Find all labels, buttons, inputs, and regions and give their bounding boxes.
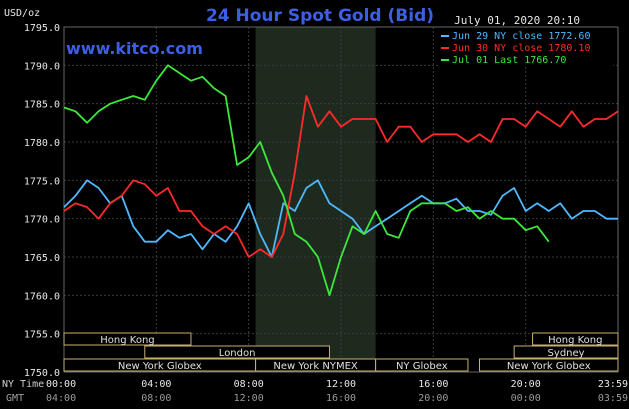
- x-tick-label-ny: 20:00: [511, 379, 541, 390]
- legend-box: [438, 28, 613, 66]
- legend-entry: Jun 29 NY close 1772.60: [452, 31, 590, 42]
- market-band-label: New York NYMEX: [273, 361, 358, 372]
- market-band-label: London: [219, 348, 256, 359]
- y-tick-label: 1750.0: [24, 368, 60, 379]
- x-tick-label-ny: 12:00: [326, 379, 356, 390]
- gmt-label: GMT: [6, 393, 24, 404]
- x-tick-label-gmt: 20:00: [418, 393, 448, 404]
- y-tick-label: 1775.0: [24, 176, 60, 187]
- y-tick-label: 1765.0: [24, 253, 60, 264]
- y-tick-label: 1785.0: [24, 100, 60, 111]
- ny-time-label: NY Time: [2, 379, 44, 390]
- series-line-1: [63, 95, 619, 258]
- market-band: [375, 358, 469, 372]
- series-line-2: [63, 64, 550, 297]
- y-tick-label: 1770.0: [24, 215, 60, 226]
- x-tick-label-gmt: 08:00: [141, 393, 171, 404]
- market-band: [63, 332, 192, 346]
- x-tick-label-gmt: 04:00: [46, 393, 76, 404]
- legend-entry: Jul 01 Last 1766.70: [452, 55, 566, 66]
- series-lines: [63, 64, 619, 297]
- x-tick-label-gmt: 12:00: [234, 393, 264, 404]
- y-axis-label: USD/oz: [4, 8, 40, 19]
- market-band-label: New York Globex: [507, 361, 591, 372]
- market-band: [479, 358, 619, 372]
- session-highlight-band: [255, 27, 376, 372]
- plot-frame: [63, 26, 619, 373]
- y-tick-label: 1780.0: [24, 138, 60, 149]
- chart-text: 24 Hour Spot Gold (Bid) www.kitco.com Ju…: [2, 6, 580, 404]
- market-band: [144, 345, 330, 359]
- timestamp: July 01, 2020 20:10: [454, 14, 580, 27]
- market-band-label: New York Globex: [118, 361, 202, 372]
- market-sessions: Hong Kong Hong Kong London Sydney New York G…: [63, 332, 619, 372]
- x-tick-label-gmt: 03:59: [598, 393, 628, 404]
- market-band-label: Hong Kong: [548, 335, 602, 346]
- axis-ticks: 1795.0 1790.0 1785.0 1780.0 1775.0 1770.0 1765…: [24, 23, 628, 404]
- watermark-url: www.kitco.com: [66, 39, 203, 58]
- x-tick-label-ny: 16:00: [418, 379, 448, 390]
- y-tick-label: 1795.0: [24, 23, 60, 34]
- market-band-label: Sydney: [548, 348, 585, 359]
- chart-title: 24 Hour Spot Gold (Bid): [206, 6, 434, 26]
- x-tick-label-ny: 04:00: [141, 379, 171, 390]
- market-band: [532, 332, 619, 346]
- legend-entry: Jun 30 NY close 1780.10: [452, 43, 590, 54]
- series-line-0: [63, 179, 618, 258]
- x-tick-label-ny: 23:59: [598, 379, 628, 390]
- x-tick-label-ny: 08:00: [234, 379, 264, 390]
- market-band-label: Hong Kong: [100, 335, 154, 346]
- y-tick-label: 1755.0: [24, 330, 60, 341]
- x-tick-label-gmt: 00:00: [511, 393, 541, 404]
- highlight-band-layer: [255, 27, 376, 372]
- market-band: [513, 345, 619, 359]
- y-tick-label: 1790.0: [24, 61, 60, 72]
- market-band-label: NY Globex: [396, 361, 448, 372]
- x-tick-label-ny: 00:00: [46, 379, 76, 390]
- y-tick-label: 1760.0: [24, 291, 60, 302]
- x-tick-label-gmt: 16:00: [326, 393, 356, 404]
